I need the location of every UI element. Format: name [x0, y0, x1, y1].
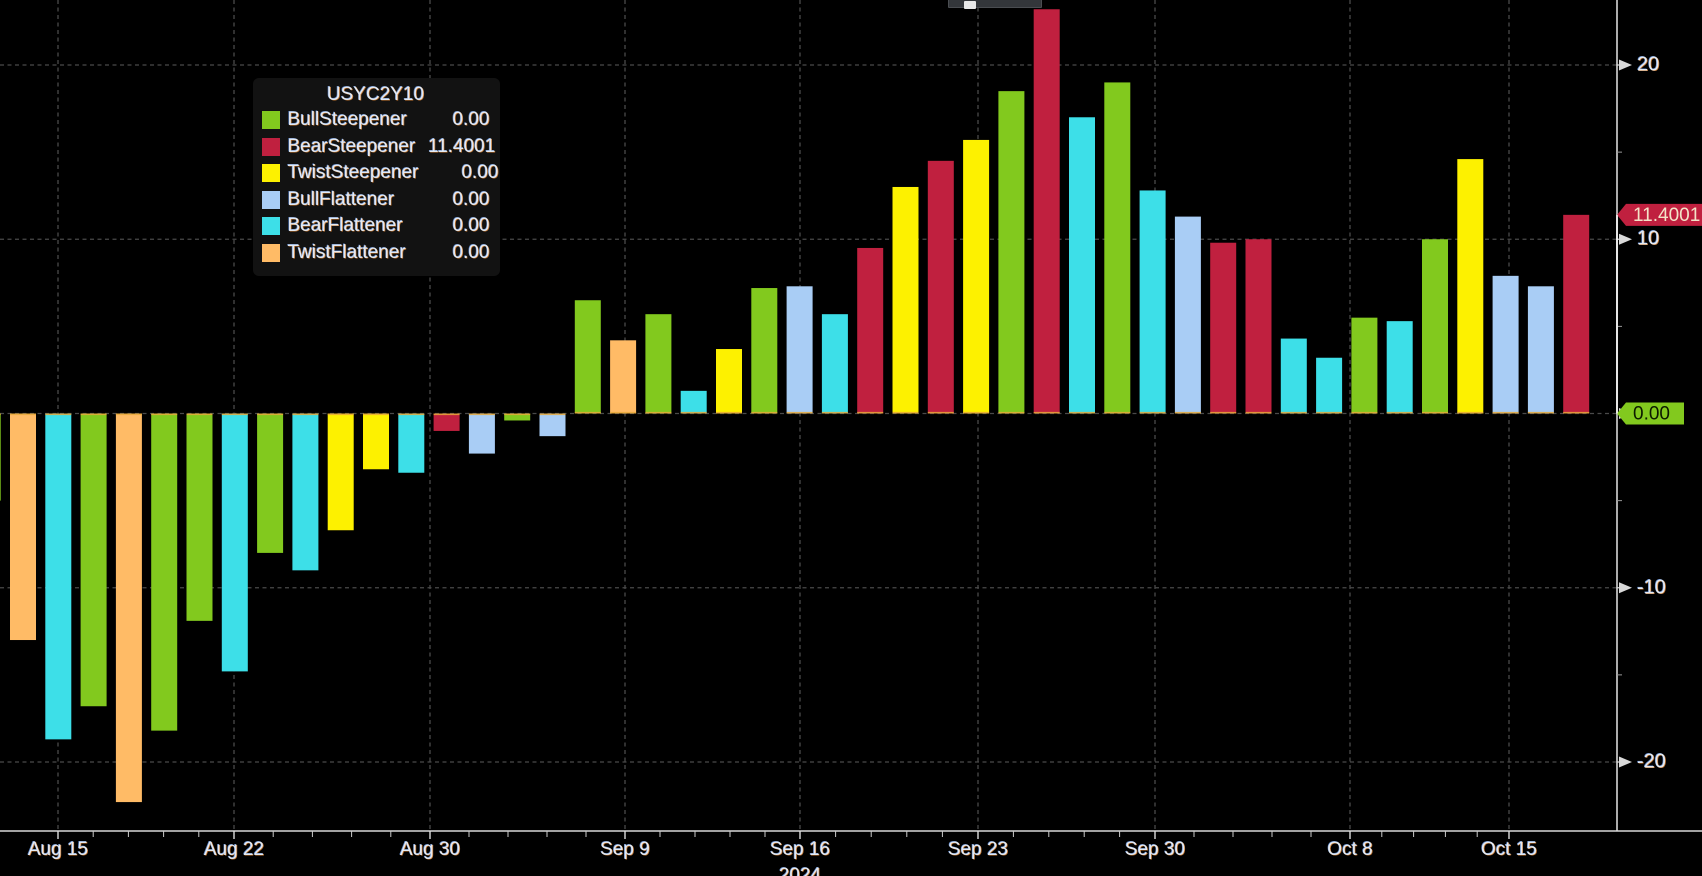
- svg-text:0.00: 0.00: [1633, 404, 1670, 425]
- svg-text:11.4001: 11.4001: [1633, 205, 1700, 226]
